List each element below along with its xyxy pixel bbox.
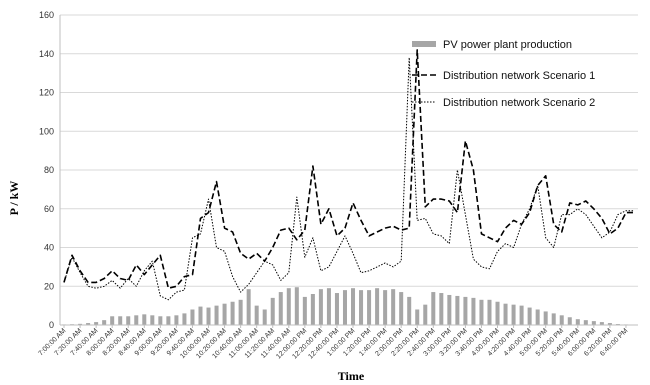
pv-bar	[447, 294, 452, 325]
pv-bar	[391, 289, 396, 325]
pv-bar	[399, 292, 404, 325]
pv-bar	[310, 294, 315, 325]
y-axis: 0 20 40 60 80 100 120 140 160	[39, 10, 61, 330]
pv-bar	[471, 297, 476, 325]
pv-bar	[342, 290, 347, 325]
pv-bar	[238, 299, 243, 325]
pv-bar	[158, 316, 163, 325]
pv-bar	[519, 305, 524, 325]
y-tick-label: 40	[44, 243, 54, 253]
pv-bar	[286, 288, 291, 325]
pv-bar	[455, 295, 460, 325]
pv-bar	[535, 309, 540, 325]
pv-bar	[375, 288, 380, 325]
pv-bar	[487, 299, 492, 325]
pv-bar	[118, 316, 123, 325]
pv-bar	[367, 290, 372, 325]
pv-bar	[102, 320, 107, 325]
pv-bar	[318, 289, 323, 325]
pv-bar	[326, 288, 331, 325]
gridlines	[60, 14, 638, 326]
pv-bar	[198, 306, 203, 325]
pv-bar	[134, 315, 139, 325]
pv-bar	[591, 321, 596, 325]
y-tick-label: 160	[39, 10, 54, 20]
y-axis-label: P / kW	[7, 181, 21, 216]
pv-bar	[511, 304, 516, 325]
pv-bar	[294, 287, 299, 325]
pv-bar	[94, 322, 99, 325]
pv-bar	[407, 296, 412, 325]
series-lines	[63, 49, 634, 301]
pv-bar	[575, 319, 580, 325]
pv-bar	[230, 301, 235, 325]
pv-bar	[559, 315, 564, 325]
pv-bar	[503, 303, 508, 325]
pv-bar	[495, 301, 500, 325]
pv-bar	[166, 316, 171, 325]
pv-bar	[479, 299, 484, 325]
y-tick-label: 120	[39, 88, 54, 98]
legend-label-pv: PV power plant production	[443, 39, 572, 51]
pv-bar	[78, 323, 83, 325]
series-line-scenario2	[63, 57, 634, 301]
pv-bar	[174, 315, 179, 325]
pv-bar	[150, 315, 155, 325]
y-tick-label: 80	[44, 165, 54, 175]
pv-bar	[351, 288, 356, 325]
pv-bar	[415, 309, 420, 325]
pv-bar	[214, 305, 219, 325]
legend-label-scenario2: Distribution network Scenario 2	[443, 97, 595, 109]
pv-bar	[126, 316, 131, 325]
pv-bar	[110, 316, 115, 325]
pv-bar	[246, 289, 251, 325]
pv-bar	[607, 323, 612, 325]
y-tick-label: 0	[49, 320, 54, 330]
pv-bar	[359, 290, 364, 325]
y-tick-label: 100	[39, 126, 54, 136]
pv-bar	[439, 293, 444, 325]
pv-bar	[567, 317, 572, 325]
pv-bar	[423, 304, 428, 325]
legend-label-scenario1: Distribution network Scenario 1	[443, 70, 595, 82]
pv-bar	[543, 311, 548, 325]
pv-bars	[62, 287, 636, 325]
series-line-scenario1	[63, 49, 634, 289]
pv-bar	[527, 307, 532, 325]
pv-bar	[262, 309, 267, 325]
pv-bar	[302, 296, 307, 325]
pv-bar	[142, 314, 147, 325]
y-tick-label: 60	[44, 204, 54, 214]
pv-bar	[222, 303, 227, 325]
legend: PV power plant production Distribution n…	[412, 39, 595, 109]
pv-bar	[190, 309, 195, 325]
pv-bar	[599, 322, 604, 325]
pv-bar	[431, 292, 436, 325]
pv-bar	[463, 296, 468, 325]
pv-bar	[86, 323, 91, 325]
x-axis-label: Time	[338, 369, 365, 383]
pv-bar	[383, 290, 388, 325]
pv-bar	[182, 313, 187, 325]
pv-bar	[551, 313, 556, 325]
pv-bar	[270, 297, 275, 325]
pv-bar	[583, 320, 588, 325]
x-axis: 7:00:00 AM7:20:00 AM7:40:00 AM8:00:00 AM…	[37, 324, 638, 360]
y-tick-label: 140	[39, 49, 54, 59]
pv-bar	[206, 307, 211, 325]
pv-bar	[334, 293, 339, 325]
legend-swatch-pv	[412, 41, 436, 47]
y-tick-label: 20	[44, 281, 54, 291]
pv-bar	[254, 305, 259, 325]
pv-bar	[278, 292, 283, 325]
